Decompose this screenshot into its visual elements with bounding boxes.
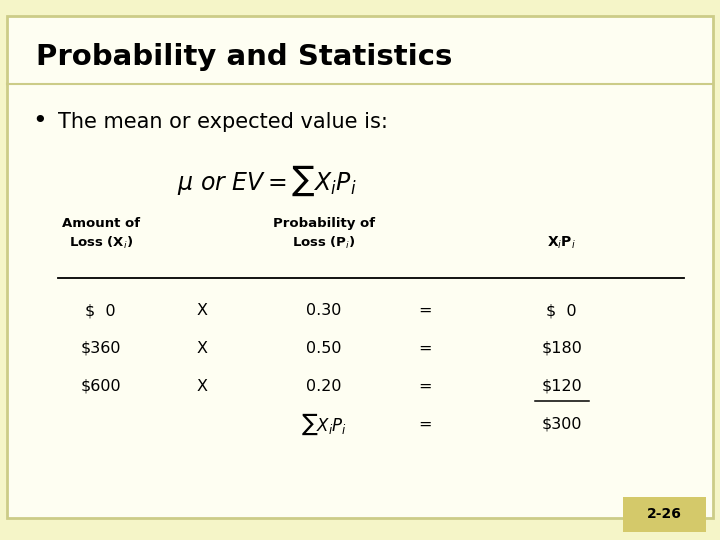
Text: $300: $300: [541, 416, 582, 431]
Text: $\sum X_i P_i$: $\sum X_i P_i$: [301, 411, 347, 436]
Text: The mean or expected value is:: The mean or expected value is:: [58, 111, 387, 132]
FancyBboxPatch shape: [623, 497, 706, 532]
Text: $\mu\ \mathit{or}\ \mathit{EV} = \sum X_i P_i$: $\mu\ \mathit{or}\ \mathit{EV} = \sum X_…: [176, 164, 356, 198]
Text: =: =: [418, 379, 431, 394]
Text: $180: $180: [541, 341, 582, 356]
Text: =: =: [418, 416, 431, 431]
Text: $  0: $ 0: [86, 303, 116, 318]
Text: $120: $120: [541, 379, 582, 394]
Text: Amount of
Loss (X$_i$): Amount of Loss (X$_i$): [62, 217, 140, 251]
Text: 0.20: 0.20: [306, 379, 342, 394]
Text: 0.50: 0.50: [306, 341, 342, 356]
Text: X: X: [196, 341, 207, 356]
Text: 0.30: 0.30: [306, 303, 342, 318]
Text: 2-26: 2-26: [647, 507, 681, 521]
Text: X$_i$P$_i$: X$_i$P$_i$: [547, 235, 576, 251]
Text: =: =: [418, 341, 431, 356]
Text: $600: $600: [81, 379, 121, 394]
Text: $  0: $ 0: [546, 303, 577, 318]
Text: Probability and Statistics: Probability and Statistics: [36, 43, 452, 71]
Text: Probability of
Loss (P$_i$): Probability of Loss (P$_i$): [273, 217, 375, 251]
Text: X: X: [196, 379, 207, 394]
Text: $360: $360: [81, 341, 121, 356]
Text: =: =: [418, 303, 431, 318]
Text: •: •: [32, 110, 47, 133]
FancyBboxPatch shape: [7, 16, 713, 518]
Text: X: X: [196, 303, 207, 318]
